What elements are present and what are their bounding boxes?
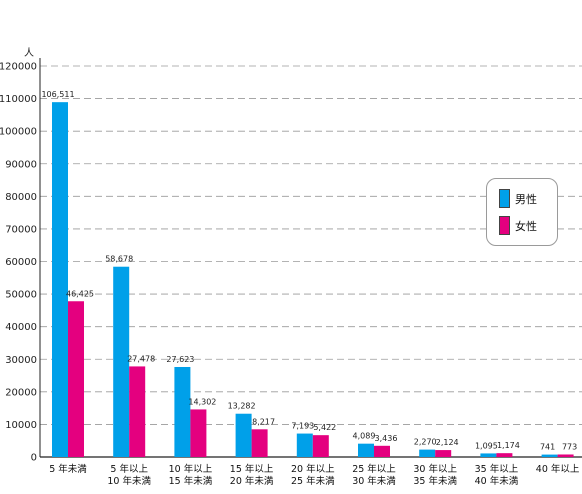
x-category-label: 35 年以上 — [475, 463, 519, 475]
data-label-female-2: 14,302 — [188, 397, 216, 406]
bar-male-8 — [541, 454, 558, 457]
data-label-male-1: 58,678 — [105, 255, 133, 264]
x-category-label: 10 年未満 — [107, 475, 151, 487]
x-category-label: 5 年未満 — [49, 463, 87, 475]
data-label-female-1: 27,478 — [127, 354, 155, 363]
y-tick-label: 50000 — [5, 290, 37, 301]
data-labels: 106,511 46,425 58,678 27,478 27,623 14,302 13,… — [41, 90, 577, 451]
x-category-label: 40 年以上 — [536, 463, 580, 475]
legend-item-male: 男性 — [499, 189, 537, 208]
x-category-label: 5 年以上 — [110, 463, 148, 475]
data-label-female-0: 46,425 — [66, 289, 94, 298]
data-label-male-3: 13,282 — [228, 402, 256, 411]
y-tick-label: 30000 — [5, 355, 37, 366]
data-label-male-0: 106,511 — [41, 90, 74, 99]
y-tick-label: 40000 — [5, 322, 37, 333]
bars — [52, 102, 574, 457]
legend-label-female: 女性 — [515, 219, 537, 233]
bar-male-5 — [358, 443, 374, 457]
x-category-label: 15 年未満 — [169, 475, 213, 487]
bar-male-3 — [235, 413, 252, 457]
x-category-label: 30 年未満 — [352, 475, 396, 487]
legend-swatch-male — [499, 189, 510, 208]
data-label-female-5: 3,436 — [375, 434, 398, 443]
y-tick-label: 10000 — [5, 420, 37, 431]
y-tick-label: 100000 — [0, 127, 37, 138]
x-category-label: 20 年以上 — [291, 463, 335, 475]
legend-swatch-female — [499, 216, 510, 235]
x-category-label: 25 年未満 — [291, 475, 335, 487]
data-label-male-6: 2,270 — [414, 438, 437, 447]
data-label-female-4: 5,422 — [313, 423, 336, 432]
y-tick-label: 20000 — [5, 387, 37, 398]
bar-female-4 — [312, 435, 329, 457]
bar-female-0 — [68, 301, 84, 457]
data-label-female-7: 1,174 — [497, 441, 520, 450]
y-tick-label: 90000 — [5, 159, 37, 170]
bar-female-7 — [496, 453, 513, 457]
y-tick-label: 0 — [31, 453, 37, 464]
data-label-female-8: 773 — [562, 442, 577, 451]
y-tick-label: 110000 — [0, 94, 37, 105]
x-category-label: 35 年未満 — [413, 475, 457, 487]
y-tick-label: 80000 — [5, 192, 37, 203]
bar-female-8 — [557, 454, 574, 457]
x-category-label: 10 年以上 — [169, 463, 213, 475]
bar-male-7 — [480, 453, 497, 457]
bar-male-1 — [113, 266, 130, 457]
data-label-female-3: 8,217 — [252, 417, 275, 426]
y-tick-label: 70000 — [5, 224, 37, 235]
x-category-label: 40 年未満 — [475, 475, 519, 487]
data-label-male-7: 1,095 — [475, 441, 498, 450]
data-label-male-2: 27,623 — [166, 355, 194, 364]
x-category-label: 15 年以上 — [230, 463, 274, 475]
x-category-label: 25 年以上 — [352, 463, 396, 475]
y-axis-unit-label: 人 — [24, 47, 34, 59]
data-label-male-8: 741 — [540, 443, 555, 452]
bar-male-2 — [174, 366, 191, 457]
bar-female-3 — [251, 429, 268, 457]
bar-female-2 — [190, 409, 207, 457]
bar-male-4 — [296, 433, 313, 457]
legend-label-male: 男性 — [515, 192, 537, 206]
x-category-label: 30 年以上 — [413, 463, 457, 475]
legend: 男性 女性 — [486, 178, 558, 246]
y-tick-label: 60000 — [5, 257, 37, 268]
x-category-label: 20 年未満 — [230, 475, 274, 487]
bar-male-0 — [52, 102, 68, 457]
bar-female-5 — [374, 445, 390, 457]
y-tick-label: 120000 — [0, 62, 37, 73]
data-label-male-5: 4,089 — [353, 432, 376, 441]
bar-female-1 — [129, 366, 146, 457]
bar-male-6 — [419, 449, 436, 457]
data-label-female-6: 2,124 — [436, 438, 459, 447]
bar-female-6 — [435, 450, 452, 457]
data-label-male-4: 7,193 — [291, 422, 314, 431]
legend-item-female: 女性 — [499, 216, 537, 235]
